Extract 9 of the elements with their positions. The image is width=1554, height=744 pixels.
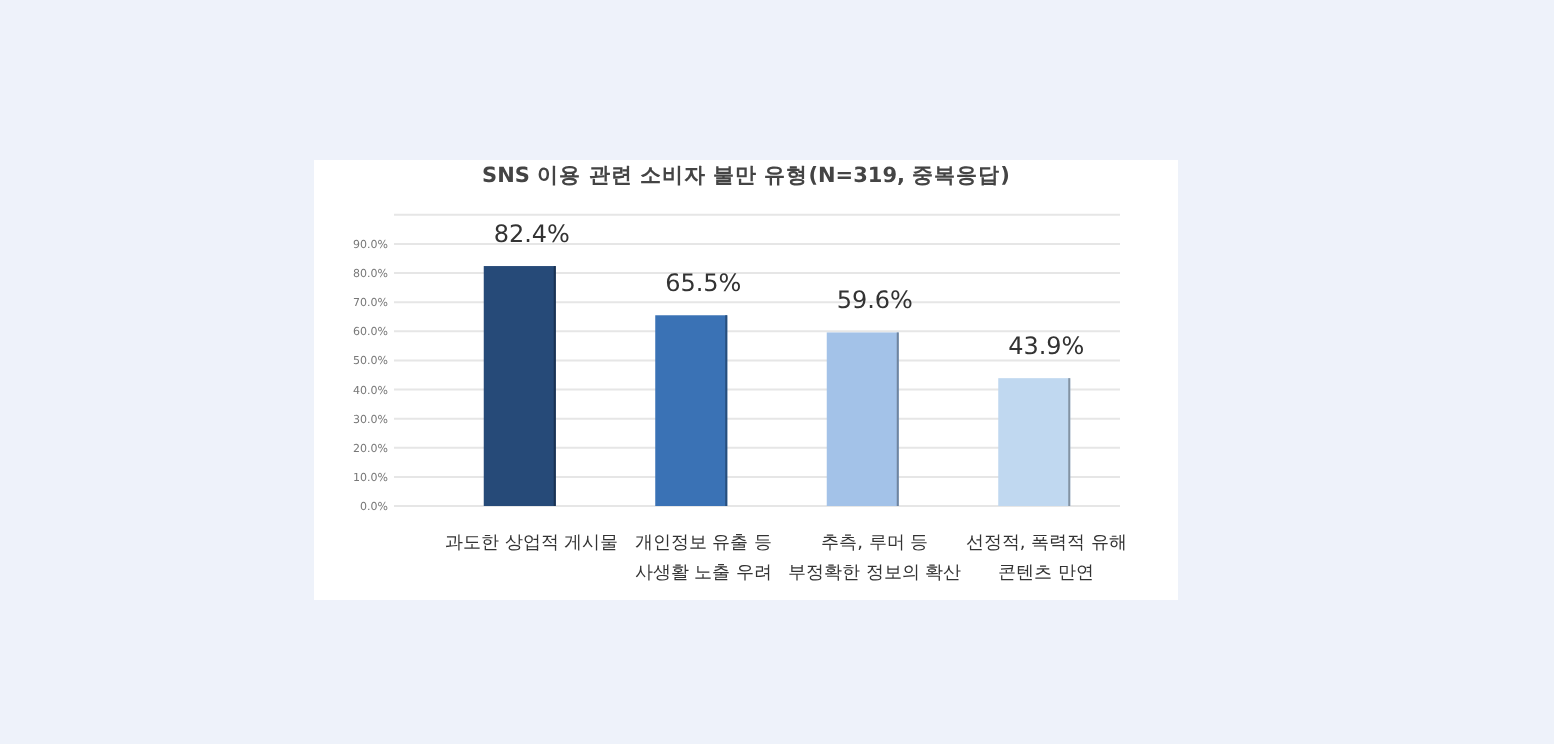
chart-title: SNS 이용 관련 소비자 불만 유형(N=319, 중복응답) [480,162,1012,190]
data-label: 82.4% [493,220,570,249]
x-tick-label: 선정적, 폭력적 유해 콘텐츠 만연 [965,534,1127,584]
data-label: 65.5% [665,269,742,298]
data-label: 43.9% [1008,332,1085,361]
x-tick-label: 개인정보 유출 등 사생활 노출 우려 [634,534,772,584]
x-tick-label: 과도한 상업적 게시물 [443,532,621,558]
x-tick-label: 추측, 루머 등 부정확한 정보의 확산 [786,532,964,588]
data-label: 59.6% [836,286,913,315]
